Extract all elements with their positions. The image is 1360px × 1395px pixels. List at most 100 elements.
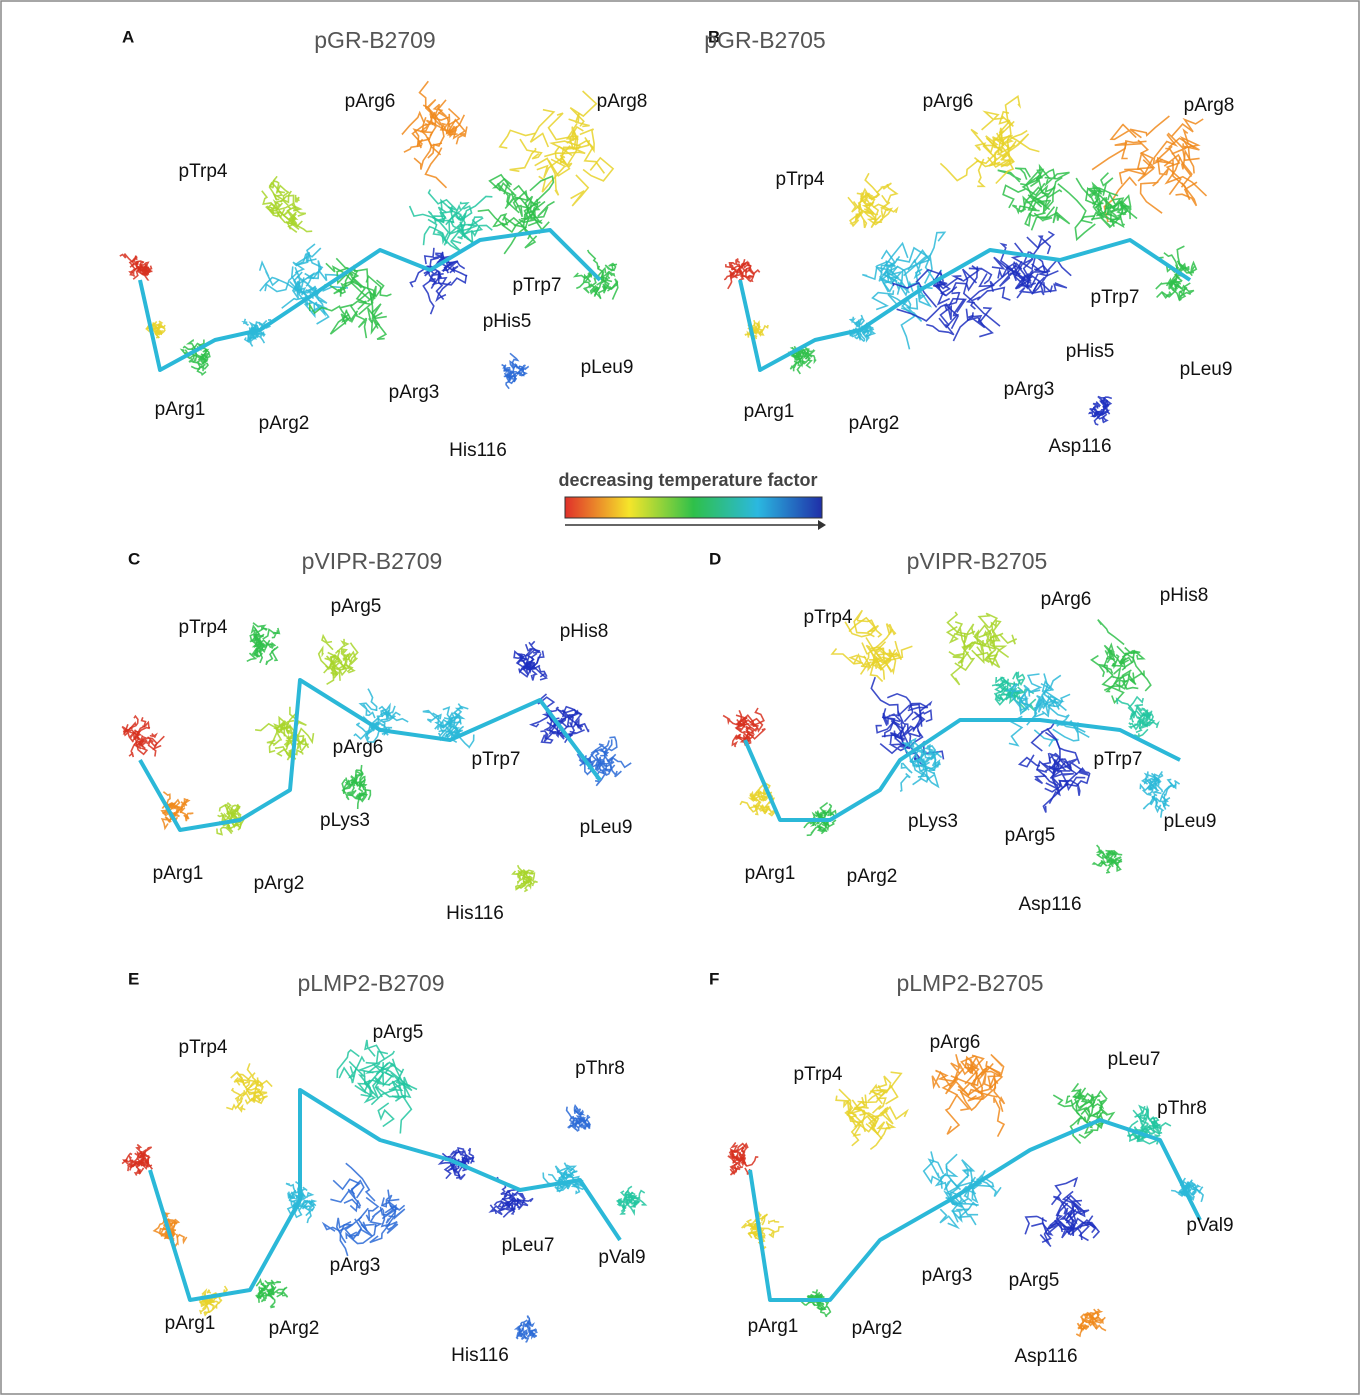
panel-letter: F bbox=[709, 969, 719, 988]
residue-label: pArg5 bbox=[1005, 825, 1056, 846]
strand bbox=[1027, 236, 1050, 254]
residue-label: pVal9 bbox=[1186, 1215, 1233, 1236]
residue-label: pArg6 bbox=[930, 1032, 981, 1053]
strand bbox=[349, 1224, 372, 1236]
residue-label: pArg2 bbox=[849, 413, 900, 434]
strand bbox=[425, 248, 434, 264]
panel-title: pVIPR-B2709 bbox=[302, 548, 443, 574]
strand bbox=[1012, 205, 1021, 212]
residue-label: pArg8 bbox=[597, 91, 648, 112]
residue-label: pArg3 bbox=[922, 1265, 973, 1286]
strand bbox=[571, 175, 589, 206]
residue-label: pLeu9 bbox=[1164, 811, 1217, 832]
strand bbox=[120, 254, 133, 263]
strand bbox=[1044, 282, 1067, 292]
residue-label: pArg3 bbox=[1004, 379, 1055, 400]
strand bbox=[531, 671, 536, 681]
residue-label: pLys3 bbox=[320, 810, 370, 831]
strand bbox=[531, 1334, 537, 1338]
residue-label: pArg1 bbox=[153, 863, 204, 884]
residue-label: pHis8 bbox=[560, 621, 609, 642]
residue-label: pTrp7 bbox=[513, 275, 562, 296]
strand bbox=[1020, 755, 1041, 767]
residue-label: pVal9 bbox=[598, 1247, 645, 1268]
strand bbox=[1097, 1309, 1101, 1314]
strand bbox=[979, 613, 997, 628]
strand bbox=[1006, 96, 1020, 124]
strand bbox=[1194, 1189, 1204, 1202]
strand bbox=[539, 666, 547, 677]
strand bbox=[940, 160, 978, 181]
residue-label: pTrp4 bbox=[179, 617, 228, 638]
residue-label: pArg5 bbox=[331, 596, 382, 617]
strand bbox=[266, 649, 275, 665]
strand bbox=[356, 315, 367, 338]
strand bbox=[238, 1101, 246, 1111]
strand bbox=[726, 263, 735, 267]
residue-label: His116 bbox=[449, 440, 507, 461]
strand bbox=[207, 1290, 211, 1293]
strand bbox=[1116, 865, 1120, 871]
strand bbox=[232, 1088, 242, 1096]
strand bbox=[458, 1148, 464, 1152]
residue-label: pArg6 bbox=[1041, 589, 1092, 610]
residue-label: His116 bbox=[451, 1345, 509, 1366]
residue-label: pArg1 bbox=[165, 1313, 216, 1334]
residue-label: Asp116 bbox=[1048, 436, 1111, 457]
residue-label: His116 bbox=[446, 903, 504, 924]
panel-title: pLMP2-B2705 bbox=[896, 970, 1043, 996]
strand bbox=[569, 113, 590, 126]
residue-label: pArg2 bbox=[847, 866, 898, 887]
residue-label: pArg6 bbox=[333, 737, 384, 758]
panel-title: pLMP2-B2709 bbox=[297, 970, 444, 996]
strand bbox=[1141, 183, 1163, 214]
panel-letter: E bbox=[128, 969, 139, 988]
residue-label: pArg2 bbox=[254, 873, 305, 894]
strand bbox=[1078, 784, 1080, 796]
residue-label: pLys3 bbox=[908, 811, 958, 832]
residue-label: pArg2 bbox=[259, 413, 310, 434]
strand bbox=[790, 362, 796, 371]
strand bbox=[438, 275, 467, 285]
residue-label: pLeu7 bbox=[502, 1235, 555, 1256]
residue-label: pHis5 bbox=[1066, 341, 1115, 362]
strand bbox=[611, 765, 622, 777]
residue-label: pTrp4 bbox=[776, 169, 825, 190]
strand bbox=[296, 195, 300, 203]
strand bbox=[211, 1304, 214, 1310]
strand bbox=[530, 176, 554, 200]
strand bbox=[1098, 620, 1124, 645]
strand bbox=[998, 170, 1021, 182]
strand bbox=[150, 734, 156, 738]
strand bbox=[378, 1103, 393, 1127]
strand bbox=[851, 317, 856, 323]
residue-label: pArg3 bbox=[330, 1255, 381, 1276]
strand bbox=[322, 636, 333, 650]
strand bbox=[873, 290, 894, 309]
strand bbox=[260, 262, 279, 285]
strand bbox=[242, 1063, 252, 1082]
residue-label: pArg5 bbox=[1009, 1270, 1060, 1291]
residue-label: pLeu9 bbox=[581, 357, 634, 378]
strand bbox=[1191, 263, 1196, 273]
strand bbox=[858, 1085, 886, 1102]
residue-label: pTrp7 bbox=[1091, 287, 1140, 308]
residue-label: Asp116 bbox=[1018, 894, 1081, 915]
residue-label: Asp116 bbox=[1014, 1346, 1077, 1367]
strand bbox=[273, 1282, 281, 1285]
panel-letter: C bbox=[128, 549, 140, 568]
strand bbox=[135, 1153, 139, 1157]
residue-label: pLeu7 bbox=[1108, 1049, 1161, 1070]
strand bbox=[902, 764, 913, 774]
strand bbox=[994, 1097, 1004, 1136]
strand bbox=[769, 1227, 784, 1237]
strand bbox=[946, 1096, 959, 1135]
panel-title: pGR-B2709 bbox=[314, 27, 435, 53]
strand bbox=[500, 130, 536, 148]
strand bbox=[1028, 674, 1040, 692]
strand bbox=[755, 708, 764, 725]
strand bbox=[947, 627, 966, 642]
residue-label: pTrp4 bbox=[179, 1037, 228, 1058]
strand bbox=[244, 319, 248, 326]
strand bbox=[274, 1287, 287, 1293]
